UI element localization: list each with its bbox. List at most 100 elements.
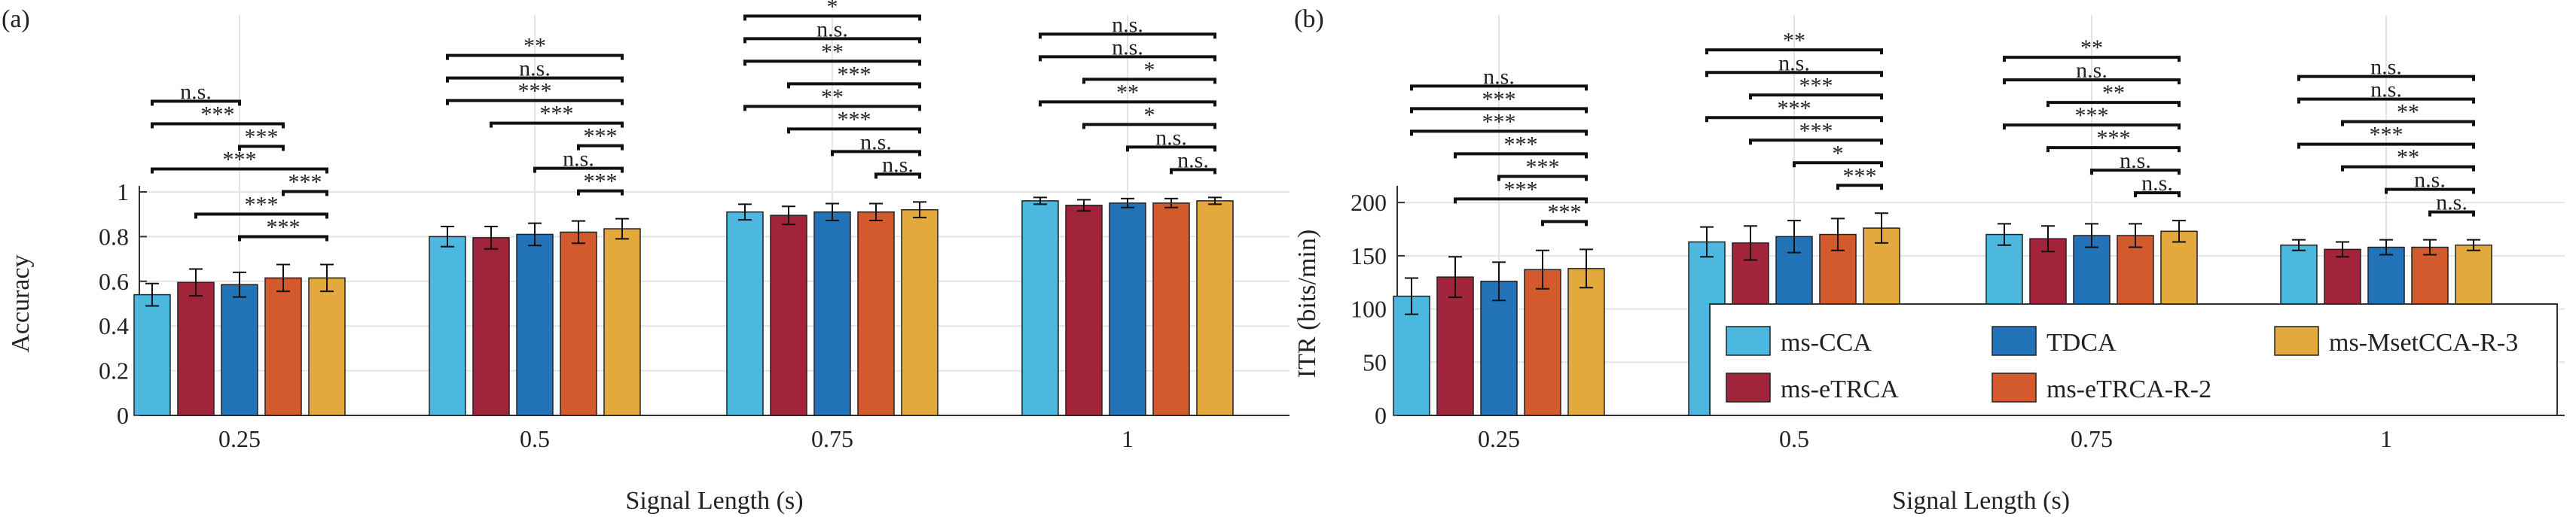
x-tick-label: 0.75 bbox=[2071, 425, 2113, 452]
significance-label: n.s. bbox=[816, 17, 848, 41]
significance-label: n.s. bbox=[1112, 35, 1143, 59]
x-tick-label: 0.5 bbox=[520, 425, 550, 452]
significance-bracket bbox=[151, 167, 328, 174]
significance-label: *** bbox=[1799, 73, 1833, 98]
significance-label: n.s. bbox=[2120, 148, 2151, 173]
significance-bracket bbox=[1039, 32, 1216, 39]
significance-bracket bbox=[533, 166, 624, 173]
significance-label: *** bbox=[288, 170, 322, 195]
significance-label: * bbox=[1833, 141, 1844, 166]
y-tick-label: 100 bbox=[1351, 296, 1387, 323]
significance-label: n.s. bbox=[563, 147, 594, 172]
significance-label: *** bbox=[584, 124, 618, 149]
significance-bracket bbox=[2341, 120, 2475, 126]
legend-label: ms-eTRCA-R-2 bbox=[2046, 376, 2211, 403]
bar-ms-etrca-r-2 bbox=[560, 231, 597, 416]
significance-bracket bbox=[1410, 84, 1588, 91]
legend: ms-CCA ms-eTRCA TDCA ms-eTRCA-R-2 ms-MsetCCA… bbox=[1709, 303, 2558, 416]
significance-label: ** bbox=[821, 39, 844, 64]
bar-ms-cca bbox=[133, 293, 171, 416]
significance-label: * bbox=[1144, 102, 1155, 127]
significance-bracket bbox=[1749, 138, 1883, 145]
x-axis-label: Signal Length (s) bbox=[1892, 487, 2070, 515]
significance-bracket bbox=[2046, 101, 2181, 108]
significance-label: ** bbox=[1116, 80, 1139, 105]
significance-label: n.s. bbox=[1483, 64, 1515, 89]
significance-label: *** bbox=[1799, 118, 1833, 143]
significance-bracket bbox=[446, 99, 624, 105]
significance-label: *** bbox=[245, 193, 279, 217]
significance-bracket bbox=[238, 235, 328, 242]
significance-label: n.s. bbox=[2141, 171, 2173, 196]
bar-tdca bbox=[516, 233, 554, 416]
significance-label: n.s. bbox=[2370, 78, 2402, 102]
significance-bracket bbox=[1126, 145, 1216, 152]
x-axis-label: Signal Length (s) bbox=[625, 487, 803, 515]
significance-bracket bbox=[151, 122, 285, 129]
y-tick-label: 0.2 bbox=[99, 357, 129, 385]
significance-bracket bbox=[1454, 197, 1588, 204]
y-tick-label: 200 bbox=[1351, 189, 1387, 216]
significance-bracket bbox=[743, 59, 921, 66]
significance-bracket bbox=[577, 144, 624, 151]
significance-label: ** bbox=[821, 84, 844, 109]
significance-label: *** bbox=[1526, 154, 1560, 179]
significance-bracket bbox=[1749, 93, 1883, 100]
significance-bracket bbox=[2341, 165, 2475, 172]
x-tick-label: 0.25 bbox=[1478, 425, 1520, 452]
bar-ms-etrca bbox=[177, 281, 215, 416]
significance-bracket bbox=[577, 189, 624, 196]
bar-ms-msetcca-r-3 bbox=[1567, 268, 1605, 416]
bar-tdca bbox=[813, 211, 851, 416]
panel-a: 0 0.2 0.4 0.6 0.8 1 0.25 0.5 0.75 1 Signal Length … bbox=[2, 0, 1290, 515]
significance-bracket bbox=[2090, 169, 2181, 175]
y-tick-label: 0.8 bbox=[99, 223, 129, 250]
significance-label: ** bbox=[1783, 28, 1805, 53]
significance-bracket bbox=[1410, 107, 1588, 114]
significance-label: *** bbox=[518, 79, 552, 104]
significance-bracket bbox=[1497, 175, 1588, 181]
significance-bracket bbox=[2297, 142, 2475, 149]
legend-swatch bbox=[1726, 326, 1771, 356]
legend-label: ms-CCA bbox=[1781, 329, 1872, 357]
significance-label: n.s. bbox=[1177, 147, 1209, 172]
significance-bracket bbox=[2003, 123, 2181, 130]
significance-bracket bbox=[1793, 161, 1883, 168]
significance-label: n.s. bbox=[1155, 125, 1187, 150]
significance-bracket bbox=[874, 172, 921, 179]
bar-tdca bbox=[221, 284, 258, 416]
y-tick-label: 0 bbox=[1375, 402, 1387, 429]
significance-label: *** bbox=[584, 169, 618, 194]
panel-b: 0 50 100 150 200 0.25 0.5 0.75 1 Signal Length (s… bbox=[1293, 5, 2565, 515]
significance-label: n.s. bbox=[1112, 12, 1143, 37]
significance-bracket bbox=[1170, 168, 1216, 175]
y-tick-label: 150 bbox=[1351, 242, 1387, 269]
significance-bracket bbox=[282, 190, 328, 196]
y-tick-label: 1 bbox=[117, 178, 129, 205]
legend-box bbox=[1709, 303, 2558, 416]
bar-ms-etrca-r-2 bbox=[1152, 202, 1190, 416]
x-tick-label: 0.25 bbox=[218, 425, 261, 452]
significance-bracket bbox=[1039, 55, 1216, 62]
significance-bracket bbox=[2003, 78, 2181, 85]
significance-label: n.s. bbox=[1778, 50, 1810, 75]
significance-label: *** bbox=[2370, 123, 2404, 147]
significance-bracket bbox=[2134, 191, 2181, 198]
bar-ms-etrca bbox=[472, 237, 510, 416]
significance-label: *** bbox=[2075, 103, 2109, 128]
significance-bracket bbox=[831, 150, 921, 157]
significance-label: *** bbox=[223, 147, 257, 172]
significance-bracket bbox=[2046, 146, 2181, 153]
significance-label: ** bbox=[2397, 145, 2419, 170]
significance-bracket bbox=[1082, 123, 1216, 129]
significance-label: *** bbox=[1504, 177, 1538, 202]
significance-label: n.s. bbox=[2414, 168, 2446, 193]
legend-swatch bbox=[1992, 326, 2037, 356]
significance-bracket bbox=[1705, 116, 1883, 123]
significance-bracket bbox=[2003, 56, 2181, 62]
significance-label: n.s. bbox=[882, 152, 914, 177]
significance-bracket bbox=[1082, 78, 1216, 84]
significance-bracket bbox=[743, 37, 921, 44]
significance-label: *** bbox=[1778, 96, 1811, 120]
significance-label: *** bbox=[838, 62, 871, 87]
